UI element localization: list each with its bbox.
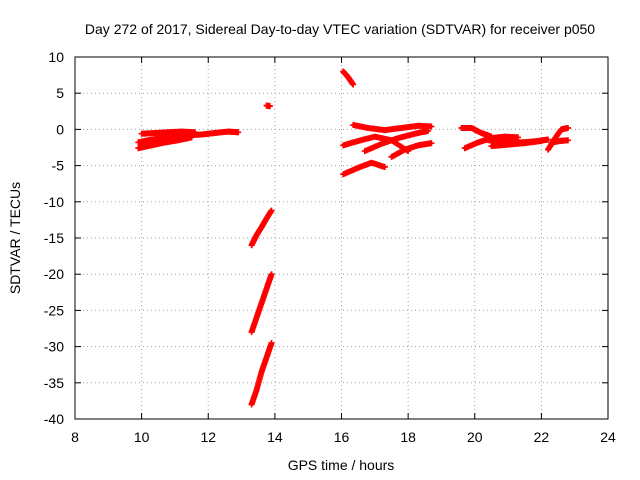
x-axis-label: GPS time / hours	[288, 457, 395, 473]
y-tick-label: -25	[44, 302, 64, 318]
axis-ticks	[74, 56, 609, 420]
series-arc-13	[388, 140, 435, 160]
data-point	[191, 129, 198, 136]
y-tick-label: -30	[44, 339, 64, 355]
series-arc-6	[248, 271, 275, 336]
data-point	[268, 339, 275, 346]
data-point	[565, 137, 572, 144]
y-tick-label: 0	[56, 121, 64, 137]
x-tick-label: 14	[267, 429, 283, 445]
x-tick-label: 8	[71, 429, 79, 445]
y-tick-label: 10	[48, 49, 64, 65]
x-tick-label: 12	[200, 429, 216, 445]
series-arc-4	[263, 102, 273, 110]
data-point	[545, 136, 552, 143]
series-arc-17	[488, 137, 545, 150]
data-point	[425, 127, 432, 134]
x-tick-label: 20	[467, 429, 483, 445]
x-tick-label: 16	[334, 429, 350, 445]
series-arc-2	[135, 134, 195, 152]
series-arc-8	[340, 68, 357, 88]
y-tick-label: -20	[44, 266, 64, 282]
series-arc-19	[548, 137, 572, 146]
data-point	[428, 123, 435, 130]
chart-title: Day 272 of 2017, Sidereal Day-to-day VTE…	[85, 21, 595, 37]
x-tick-label: 24	[600, 429, 616, 445]
y-tick-label: -15	[44, 230, 64, 246]
x-tick-label: 10	[134, 429, 150, 445]
data-point	[565, 124, 572, 131]
series-arc-5	[248, 207, 275, 249]
x-tick-label: 18	[400, 429, 416, 445]
data-point	[350, 81, 357, 88]
y-tick-label: -35	[44, 375, 64, 391]
series-arc-7	[248, 339, 275, 408]
series-arc-9	[350, 122, 435, 134]
data-point	[266, 103, 273, 110]
data-point	[538, 137, 545, 144]
y-tick-label: -5	[52, 158, 65, 174]
data-point	[268, 207, 275, 214]
data-point	[381, 164, 388, 171]
series-arc-11	[361, 127, 432, 155]
data-point	[188, 134, 195, 141]
x-tick-label: 22	[534, 429, 550, 445]
y-axis-label: SDTVAR / TECUs	[7, 182, 23, 294]
y-tick-label: -40	[44, 411, 64, 427]
data-points	[135, 68, 572, 408]
data-point	[428, 140, 435, 147]
grid-lines	[75, 57, 608, 419]
series-arc-12	[340, 159, 388, 178]
y-tick-label: 5	[56, 85, 64, 101]
data-point	[268, 271, 275, 278]
y-tick-label: -10	[44, 194, 64, 210]
series-arc-3	[138, 128, 198, 137]
data-point	[235, 129, 242, 136]
